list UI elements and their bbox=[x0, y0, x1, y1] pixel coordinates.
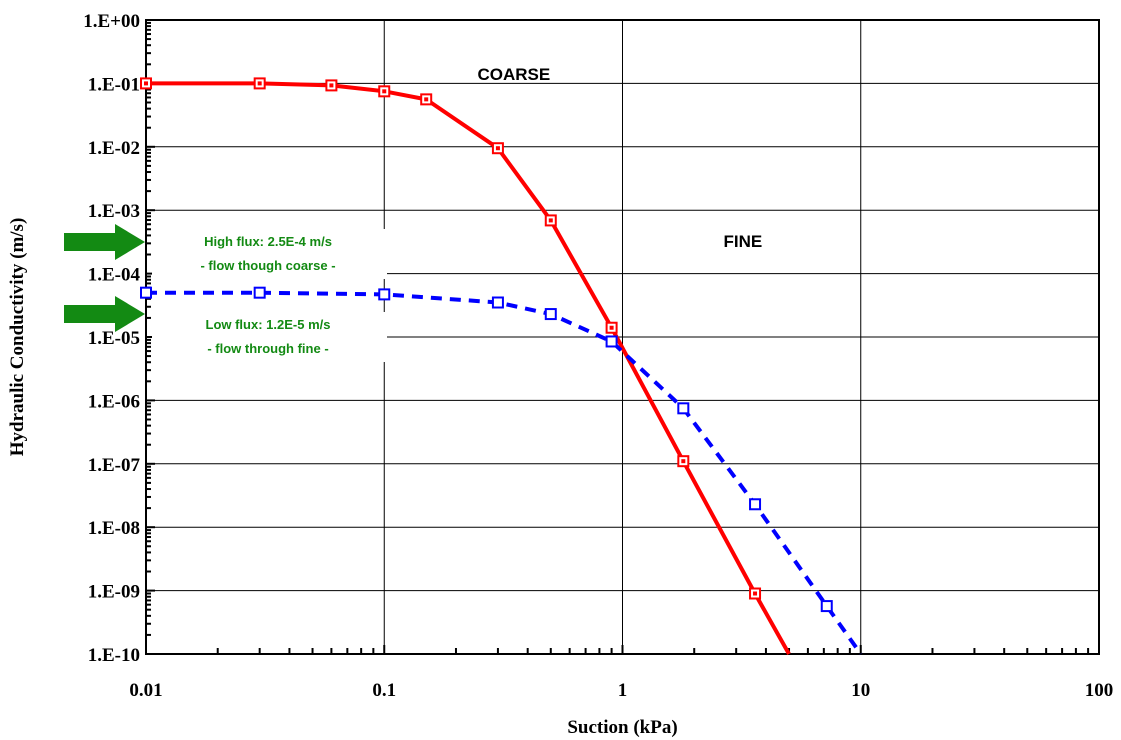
coarse-label: COARSE bbox=[478, 65, 551, 84]
data-point-center bbox=[424, 97, 429, 102]
y-tick-label: 1.E-05 bbox=[88, 328, 140, 349]
data-point-center bbox=[495, 146, 500, 151]
data-point bbox=[378, 288, 391, 301]
data-point bbox=[605, 335, 618, 348]
y-tick-label: 1.E-02 bbox=[88, 138, 140, 159]
x-tick-label: 10 bbox=[851, 680, 870, 701]
data-point bbox=[677, 402, 690, 415]
data-point-center bbox=[753, 591, 758, 596]
series bbox=[140, 77, 863, 656]
data-point-center bbox=[609, 325, 614, 330]
x-tick-label: 1 bbox=[618, 680, 628, 701]
series-line bbox=[146, 290, 863, 656]
annotations: COARSE FINE High flux: 2.5E-4 m/s - flow th… bbox=[64, 65, 762, 362]
fine-label: FINE bbox=[723, 232, 762, 251]
high-flux-note-line-2: - flow though coarse - bbox=[200, 258, 335, 273]
green-arrow-icon bbox=[64, 296, 145, 332]
data-point-center bbox=[382, 89, 387, 94]
data-point bbox=[749, 498, 762, 511]
y-tick-label: 1.E-07 bbox=[88, 455, 141, 476]
green-arrow-icon bbox=[64, 224, 145, 260]
y-tick-label: 1.E-06 bbox=[88, 391, 140, 412]
data-point bbox=[140, 286, 152, 299]
y-tick-labels: 1.E+00 1.E-01 1.E-02 1.E-03 1.E-04 1.E-05 1.E-… bbox=[83, 11, 140, 666]
data-point-center bbox=[548, 218, 553, 223]
data-point bbox=[544, 308, 557, 321]
low-flux-note-box bbox=[152, 312, 387, 362]
x-tick-label: 0.1 bbox=[372, 680, 396, 701]
data-point bbox=[491, 296, 504, 309]
low-flux-note-line-2: - flow through fine - bbox=[207, 341, 328, 356]
y-tick-label: 1.E-09 bbox=[88, 582, 140, 603]
x-tick-labels: 0.01 0.1 1 10 100 bbox=[129, 680, 1113, 701]
data-point-center bbox=[329, 83, 334, 88]
low-flux-note-line-1: Low flux: 1.2E-5 m/s bbox=[206, 317, 331, 332]
y-axis-title: Hydraulic Conductivity (m/s) bbox=[7, 218, 28, 457]
y-tick-label: 1.E-01 bbox=[88, 74, 140, 95]
high-flux-note-box bbox=[152, 229, 387, 279]
y-tick-label: 1.E-04 bbox=[88, 265, 141, 286]
data-point-center bbox=[144, 81, 148, 86]
data-point bbox=[820, 600, 833, 613]
y-tick-label: 1.E+00 bbox=[83, 11, 140, 32]
x-tick-label: 100 bbox=[1085, 680, 1114, 701]
y-tick-label: 1.E-08 bbox=[88, 518, 140, 539]
data-point-center bbox=[681, 459, 686, 464]
data-point bbox=[253, 286, 266, 299]
x-tick-label: 0.01 bbox=[129, 680, 162, 701]
high-flux-note-line-1: High flux: 2.5E-4 m/s bbox=[204, 234, 332, 249]
y-tick-label: 1.E-03 bbox=[88, 201, 140, 222]
y-tick-label: 1.E-10 bbox=[88, 645, 140, 666]
data-point-center bbox=[257, 81, 262, 86]
x-axis-title: Suction (kPa) bbox=[567, 717, 677, 738]
